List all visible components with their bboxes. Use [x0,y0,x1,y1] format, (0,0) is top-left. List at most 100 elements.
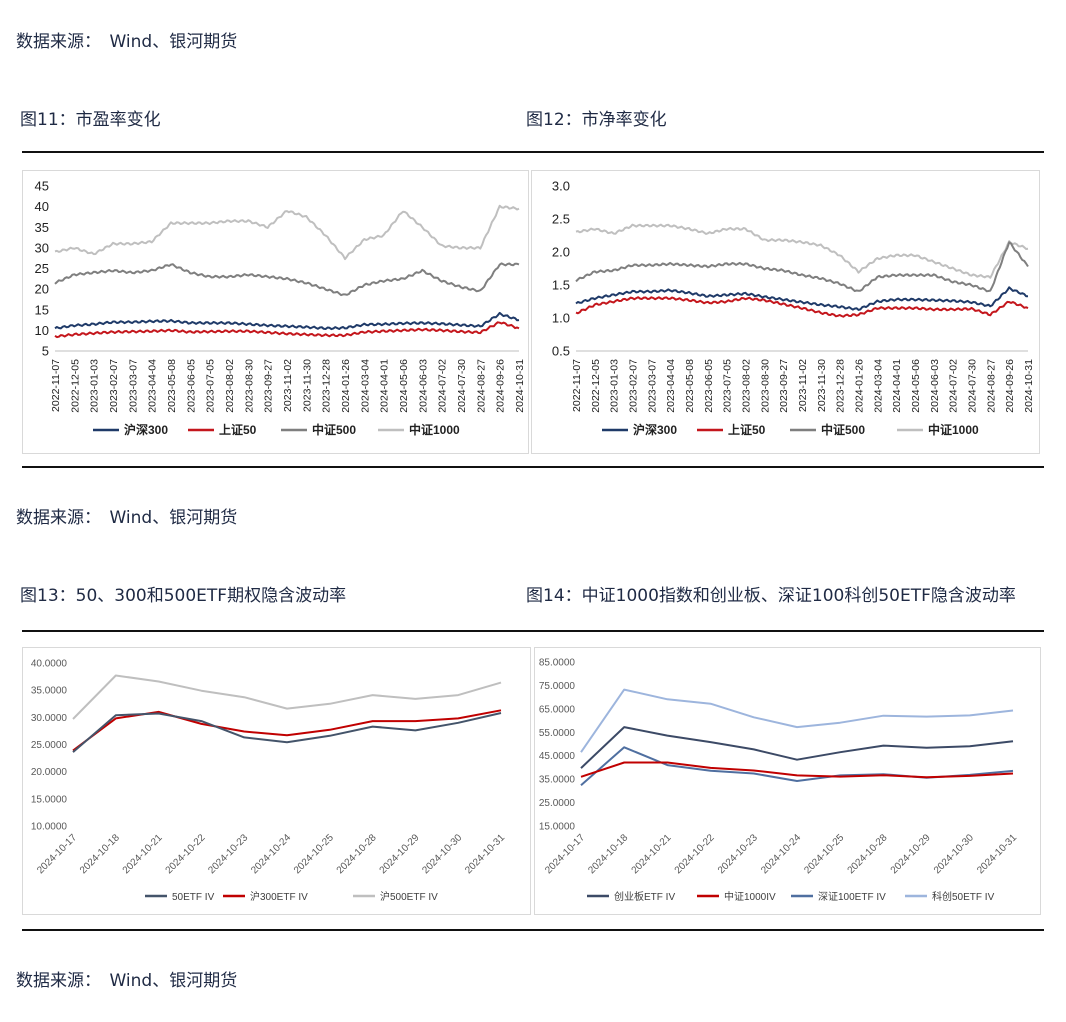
x-tick-label: 2024-10-24 [249,832,293,876]
x-tick-label: 2024-10-21 [121,832,165,876]
x-tick-label: 2024-10-30 [932,832,976,876]
x-tick-label: 2023-08-30 [243,359,255,413]
x-tick-label: 2024-09-26 [495,359,507,413]
y-tick-label: 15.0000 [539,822,576,833]
series-line [580,761,1014,779]
x-tick-label: 2024-10-25 [802,832,846,876]
series-line [575,286,1029,311]
x-tick-label: 2022-11-07 [50,359,62,412]
legend-label: 沪300ETF IV [250,890,308,903]
x-tick-label: 2022-11-07 [571,359,583,412]
series-line [72,674,502,720]
series-line [575,223,1029,279]
x-tick-label: 2024-10-18 [586,832,630,876]
x-tick-label: 2024-07-02 [948,359,960,413]
series-line [580,726,1014,769]
x-tick-label: 2024-10-29 [378,832,422,876]
x-tick-label: 2023-11-30 [816,359,828,412]
y-tick-label: 30 [35,240,49,255]
series-line [54,311,520,331]
etf-iv-chart-svg: 10.0000 15.0000 20.0000 25.0000 30.0000 35.00… [31,659,508,904]
x-tick-label: 2023-03-07 [127,359,139,413]
legend-label: 中证1000 [928,422,979,437]
x-tick-label: 2024-10-30 [420,832,464,876]
series-line [575,241,1029,293]
x-tick-label: 2022-12-05 [69,359,81,413]
x-tick-label: 2024-07-30 [967,359,979,413]
x-tick-label: 2024-10-31 [1023,359,1035,413]
x-tick-label: 2024-08-27 [475,359,487,413]
y-tick-label: 35.0000 [31,686,68,697]
x-tick-label: 2024-10-28 [846,832,890,876]
series-line [580,688,1014,753]
source-note-3: 数据来源： Wind、银河期货 [16,971,238,991]
x-tick-label: 2024-03-04 [359,359,371,413]
x-tick-label: 2024-10-25 [292,832,336,876]
legend-label: 沪深300 [124,422,168,437]
x-tick-label: 2023-12-28 [835,359,847,413]
y-tick-label: 15.0000 [31,794,68,805]
legend-label: 上证50 [219,422,257,437]
legend-label: 中证500 [312,422,356,437]
y-tick-label: 20.0000 [31,767,68,778]
legend-label: 沪深300 [633,422,677,437]
x-tick-label: 2023-04-04 [665,359,677,413]
x-tick-label: 2024-01-26 [340,359,352,413]
x-tick-label: 2023-09-27 [778,359,790,413]
pb-chart: 0.5 1.0 1.5 2.0 2.5 3.0 2022-11-07 2022-12-05 20… [531,170,1040,454]
x-tick-label: 2022-12-05 [590,359,602,413]
y-tick-label: 35 [35,220,49,235]
x-tick-label: 2024-07-30 [456,359,468,413]
pe-chart-svg: 5 10 15 20 25 30 35 40 45 2022-11-07 2022-12-05 202… [35,179,526,437]
series-line [54,262,520,297]
legend-label: 中证1000 [409,422,460,437]
x-tick-label: 2024-10-24 [759,832,803,876]
series-line [580,746,1014,786]
bottom-rule-1 [22,466,1044,468]
y-tick-label: 65.0000 [539,704,576,715]
x-tick-label: 2023-01-03 [89,359,101,413]
x-tick-label: 2023-02-07 [108,359,120,413]
x-tick-label: 2024-08-27 [985,359,997,413]
y-tick-label: 75.0000 [539,681,576,692]
x-tick-label: 2023-11-02 [797,359,809,412]
x-tick-label: 2023-07-05 [722,359,734,413]
y-tick-label: 40.0000 [31,659,68,670]
x-tick-label: 2023-07-05 [205,359,217,413]
y-tick-label: 10.0000 [31,822,68,833]
x-tick-label: 2023-02-07 [628,359,640,413]
source-note-2: 数据来源： Wind、银河期货 [16,508,238,528]
y-tick-label: 5 [42,344,49,359]
x-tick-label: 2024-10-23 [206,832,250,876]
x-tick-label: 2023-06-05 [703,359,715,413]
y-tick-label: 45 [35,179,49,194]
y-tick-label: 55.0000 [539,728,576,739]
y-tick-label: 2.5 [552,212,570,227]
figure-11-title: 图11：市盈率变化 [20,110,161,130]
y-tick-label: 35.0000 [539,775,576,786]
legend-label: 上证50 [728,422,766,437]
y-tick-label: 1.5 [552,278,570,293]
y-tick-label: 25.0000 [539,798,576,809]
x-tick-label: 2024-10-17 [35,832,79,876]
y-tick-label: 10 [35,323,49,338]
x-tick-label: 2024-04-01 [379,359,391,413]
x-tick-label: 2023-05-08 [684,359,696,413]
x-tick-label: 2024-10-22 [164,832,208,876]
series-line [72,712,502,753]
figure-12-title: 图12：市净率变化 [526,110,667,130]
series-line [575,296,1029,318]
series-line [54,321,520,339]
source-note-1: 数据来源： Wind、银河期货 [16,32,238,52]
x-tick-label: 2023-05-08 [166,359,178,413]
index-iv-chart-svg: 15.0000 25.0000 35.0000 45.0000 55.0000 65.00… [539,658,1020,904]
y-tick-label: 25.0000 [31,740,68,751]
figure-14-title: 图14：中证1000指数和创业板、深证100科创50ETF隐含波动率 [526,586,1016,606]
x-tick-label: 2024-10-18 [78,832,122,876]
x-tick-label: 2024-10-28 [335,832,379,876]
y-tick-label: 45.0000 [539,751,576,762]
x-tick-label: 2023-12-28 [321,359,333,413]
legend-label: 创业板ETF IV [614,890,675,903]
x-tick-label: 2023-01-03 [609,359,621,413]
index-iv-chart: 15.0000 25.0000 35.0000 45.0000 55.0000 65.00… [534,647,1041,915]
